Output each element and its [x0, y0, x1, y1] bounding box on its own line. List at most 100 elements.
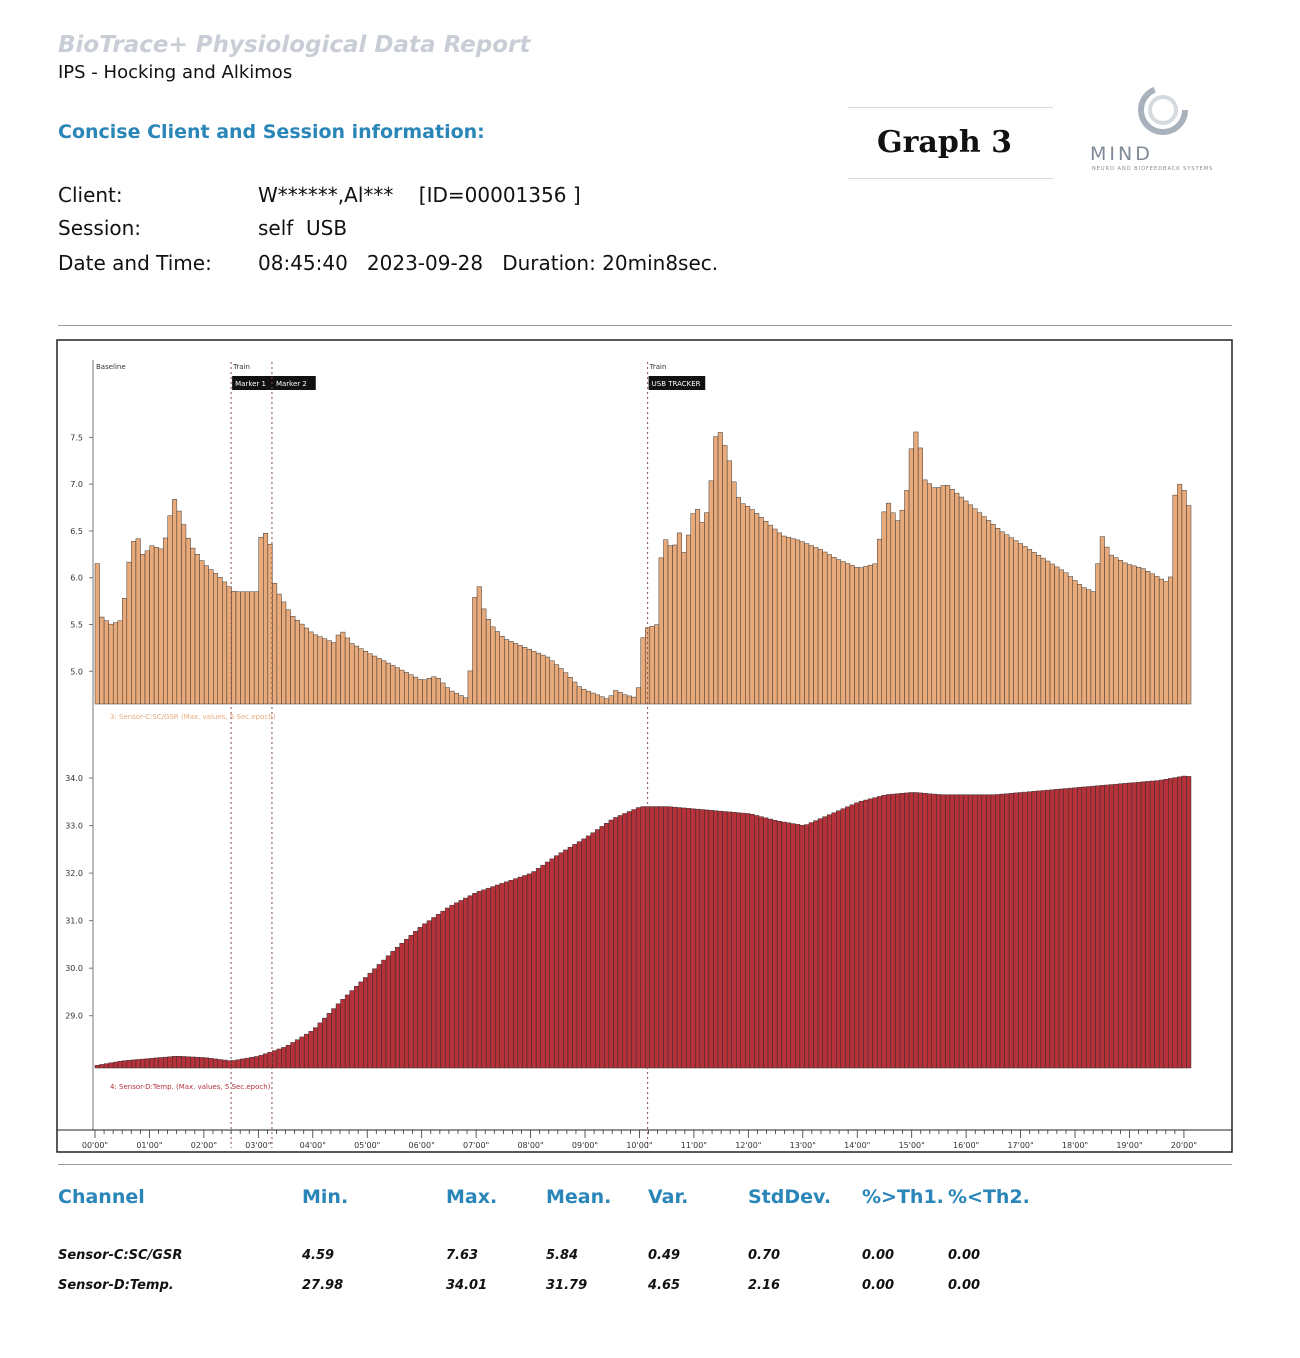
data-bar — [663, 806, 669, 1069]
data-bar — [899, 793, 905, 1069]
data-bar — [390, 665, 396, 705]
data-bar — [281, 601, 287, 705]
data-bar — [1040, 557, 1046, 705]
data-bar — [99, 1064, 105, 1069]
report-subtitle: IPS - Hocking and Alkimos — [58, 62, 293, 83]
data-bar — [1113, 783, 1119, 1069]
data-bar — [176, 1056, 182, 1069]
data-bar — [435, 678, 441, 705]
data-bar — [1181, 490, 1187, 705]
data-bar — [1149, 573, 1155, 705]
data-bar — [695, 808, 701, 1069]
session-label: Session: — [58, 216, 142, 240]
data-bar — [831, 812, 837, 1069]
data-bar — [544, 861, 550, 1069]
data-bar — [676, 532, 682, 705]
x-tick-label: 12'00" — [735, 1141, 761, 1150]
data-bar — [1186, 776, 1192, 1069]
data-bar — [290, 1042, 296, 1069]
data-bar — [1118, 783, 1124, 1069]
x-tick-label: 14'00" — [844, 1141, 870, 1150]
data-bar — [917, 447, 923, 705]
data-bar — [299, 623, 305, 705]
data-bar — [1136, 566, 1142, 705]
y-tick-label: 5.5 — [70, 620, 83, 629]
x-tick-label: 19'00" — [1116, 1141, 1142, 1150]
data-bar — [754, 513, 760, 705]
data-bar — [285, 1044, 291, 1069]
marker-top-label: Train — [649, 363, 667, 371]
data-bar — [367, 653, 373, 705]
stats-header: Var. — [648, 1186, 689, 1208]
data-bar — [963, 500, 969, 705]
data-bar — [635, 807, 641, 1069]
data-bar — [117, 1061, 123, 1069]
data-bar — [972, 794, 978, 1069]
data-bar — [363, 977, 369, 1069]
data-bar — [522, 647, 528, 705]
data-bar — [422, 923, 428, 1069]
data-bar — [604, 698, 610, 705]
data-bar — [895, 793, 901, 1069]
data-bar — [822, 816, 828, 1069]
data-bar — [585, 835, 591, 1069]
data-bar — [294, 619, 300, 705]
data-bar — [563, 672, 569, 705]
data-bar — [731, 481, 737, 705]
data-bar — [786, 537, 792, 705]
data-bar — [749, 814, 755, 1069]
data-bar — [162, 537, 168, 705]
data-bar — [886, 502, 892, 705]
data-bar — [863, 799, 869, 1069]
data-bar — [626, 695, 632, 705]
data-bar — [1168, 576, 1174, 705]
data-bar — [1067, 787, 1073, 1069]
y-tick-label: 31.0 — [65, 917, 83, 926]
data-bar — [1122, 562, 1128, 705]
data-bar — [654, 624, 660, 705]
data-bar — [940, 794, 946, 1069]
data-bar — [481, 889, 487, 1069]
data-bar — [758, 517, 764, 705]
data-bar — [1054, 566, 1060, 705]
data-bar — [485, 619, 491, 705]
x-tick-label: 04'00" — [300, 1141, 326, 1150]
data-bar — [544, 656, 550, 705]
data-bar — [1063, 572, 1069, 705]
data-bar — [663, 539, 669, 705]
data-bar — [1118, 560, 1124, 705]
data-bar — [808, 822, 814, 1069]
data-bar — [713, 810, 719, 1069]
data-bar — [977, 794, 983, 1069]
data-bar — [331, 1008, 337, 1069]
data-bar — [467, 895, 473, 1069]
data-bar — [431, 917, 437, 1069]
data-bar — [276, 1048, 282, 1069]
data-bar — [394, 667, 400, 705]
data-bar — [804, 824, 810, 1069]
data-bar — [904, 792, 910, 1069]
marker-box — [232, 376, 275, 390]
data-bar — [635, 687, 641, 705]
data-bar — [103, 1063, 109, 1069]
y-tick-label: 32.0 — [65, 869, 83, 878]
data-bar — [781, 821, 787, 1069]
marker-box-label: Marker 2 — [276, 380, 307, 388]
data-bar — [649, 625, 655, 705]
data-bar — [322, 638, 328, 705]
data-bar — [1086, 589, 1092, 705]
data-bar — [117, 620, 123, 705]
data-bar — [604, 822, 610, 1069]
data-bar — [799, 541, 805, 705]
data-bar — [240, 591, 246, 705]
data-bar — [1022, 791, 1028, 1069]
data-bar — [249, 1057, 255, 1069]
data-bar — [440, 682, 446, 705]
data-bar — [904, 490, 910, 705]
data-bar — [608, 695, 614, 705]
data-bar — [981, 516, 987, 705]
x-tick-label: 09'00" — [572, 1141, 598, 1150]
data-bar — [1022, 546, 1028, 705]
stats-cell: 0.00 — [862, 1248, 895, 1263]
data-bar — [349, 990, 355, 1069]
